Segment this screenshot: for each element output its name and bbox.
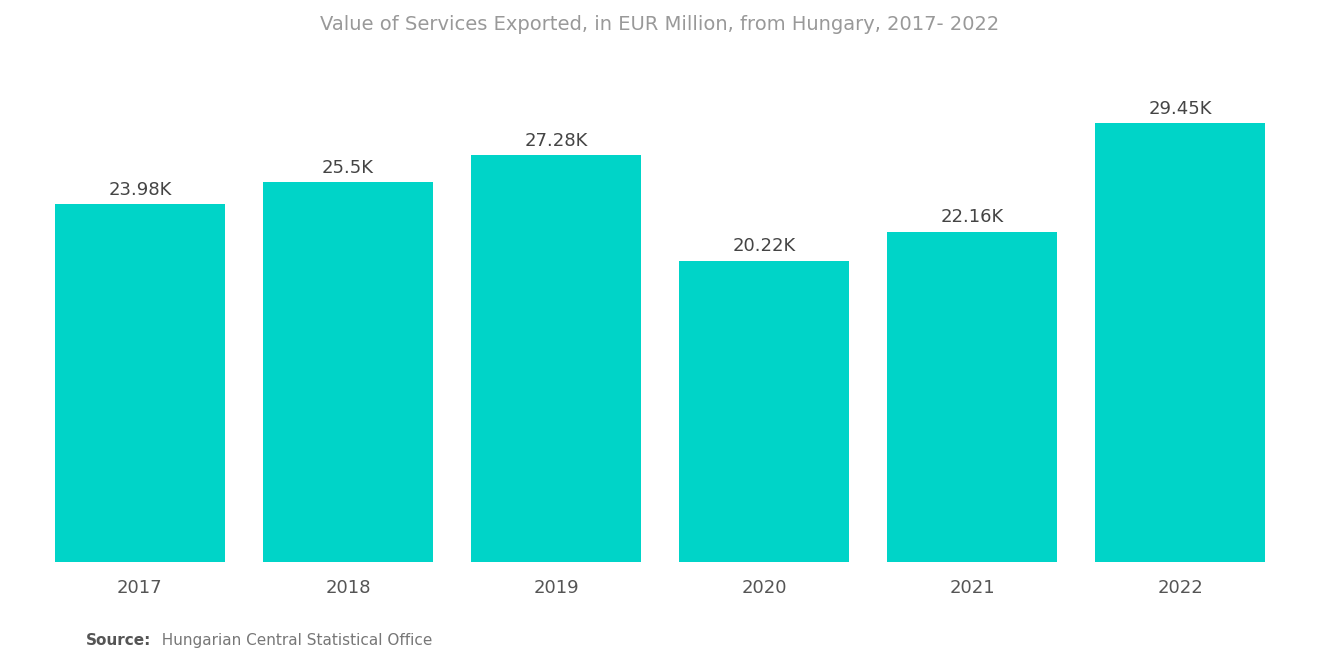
- Bar: [1094, 123, 1266, 562]
- Bar: [678, 261, 849, 562]
- Bar: [54, 204, 226, 562]
- Bar: [471, 155, 642, 562]
- Title: Value of Services Exported, in EUR Million, from Hungary, 2017- 2022: Value of Services Exported, in EUR Milli…: [321, 15, 999, 34]
- Text: 27.28K: 27.28K: [524, 132, 587, 150]
- Bar: [887, 231, 1057, 562]
- Text: Hungarian Central Statistical Office: Hungarian Central Statistical Office: [152, 633, 432, 648]
- Text: 23.98K: 23.98K: [108, 182, 172, 200]
- Text: 20.22K: 20.22K: [733, 237, 796, 255]
- Bar: [263, 182, 433, 562]
- Text: 22.16K: 22.16K: [940, 208, 1003, 226]
- Text: Source:: Source:: [86, 633, 152, 648]
- Text: 29.45K: 29.45K: [1148, 100, 1212, 118]
- Text: 25.5K: 25.5K: [322, 158, 374, 177]
